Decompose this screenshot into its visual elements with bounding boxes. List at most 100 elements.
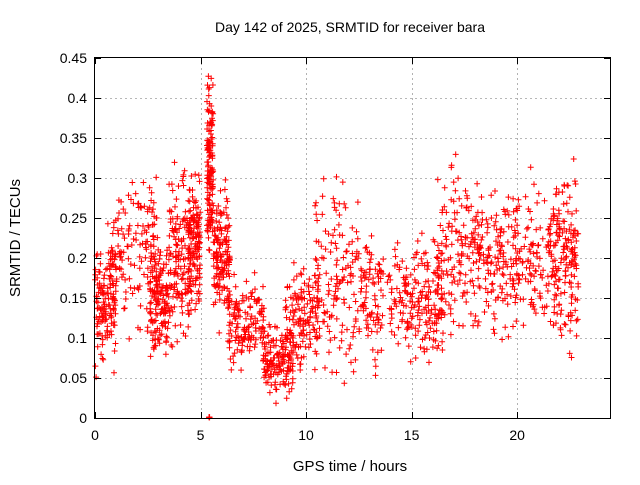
data-point	[566, 194, 573, 201]
data-point	[207, 166, 214, 173]
data-point	[290, 295, 297, 302]
data-point	[149, 293, 156, 299]
data-point	[273, 386, 280, 393]
data-point	[435, 311, 442, 318]
data-point	[472, 236, 479, 243]
data-point	[475, 265, 482, 272]
data-point	[227, 327, 234, 334]
data-point	[180, 330, 187, 337]
data-point	[239, 339, 246, 345]
data-point	[228, 298, 235, 305]
data-point	[306, 336, 313, 343]
data-point	[350, 368, 357, 375]
data-point	[260, 305, 267, 312]
data-point	[574, 297, 581, 303]
data-point	[148, 189, 155, 196]
data-point	[484, 229, 491, 236]
data-point	[176, 248, 182, 255]
data-point	[297, 294, 304, 301]
data-point	[290, 339, 297, 346]
data-point	[456, 229, 463, 236]
data-point	[153, 268, 160, 275]
data-point	[163, 261, 170, 268]
data-point	[213, 218, 220, 225]
data-point	[474, 322, 481, 329]
data-point	[488, 259, 495, 266]
data-point	[149, 221, 156, 228]
data-point	[416, 316, 423, 323]
data-point	[195, 221, 202, 228]
data-point	[446, 290, 452, 296]
data-point	[213, 265, 220, 272]
data-point	[315, 288, 321, 295]
data-point	[98, 319, 105, 325]
data-point	[139, 240, 146, 247]
data-point	[99, 332, 106, 339]
data-point	[391, 296, 398, 303]
data-point	[339, 277, 346, 284]
data-point	[152, 250, 159, 257]
data-point	[357, 288, 364, 295]
data-point	[505, 194, 512, 201]
data-point	[214, 226, 221, 232]
data-point	[149, 233, 156, 240]
data-point	[122, 210, 129, 216]
data-point	[272, 342, 279, 349]
data-point	[556, 220, 562, 227]
data-point	[110, 294, 117, 301]
data-point	[391, 246, 398, 253]
data-point	[211, 281, 218, 288]
data-point	[260, 283, 266, 290]
data-point	[339, 266, 346, 273]
data-point	[488, 281, 495, 288]
data-point	[175, 263, 182, 270]
data-point	[574, 316, 581, 323]
data-point	[238, 367, 245, 374]
data-point	[465, 207, 472, 214]
data-point	[204, 137, 211, 144]
data-point	[515, 272, 522, 279]
data-point	[430, 236, 437, 243]
data-point	[135, 286, 142, 293]
data-point	[493, 226, 500, 233]
data-point	[343, 351, 350, 358]
data-point	[527, 301, 534, 308]
data-point	[159, 296, 166, 303]
data-point	[550, 217, 557, 224]
data-point	[507, 293, 514, 299]
data-point	[226, 273, 233, 280]
data-point	[377, 325, 384, 331]
data-point	[439, 250, 446, 257]
data-point	[109, 261, 116, 268]
data-point	[142, 244, 149, 251]
data-point	[167, 250, 174, 257]
data-point	[350, 273, 356, 279]
x-tick-label: 15	[404, 427, 420, 443]
data-point	[313, 211, 320, 218]
data-point	[147, 305, 154, 312]
data-point	[290, 348, 297, 354]
data-point	[101, 290, 108, 297]
data-point	[135, 324, 141, 331]
y-tick-label: 0.45	[60, 50, 87, 66]
data-point	[105, 249, 112, 256]
data-point	[288, 356, 295, 363]
data-point	[98, 351, 105, 358]
data-point	[217, 257, 224, 264]
data-point	[441, 311, 448, 318]
data-point	[396, 289, 403, 296]
data-point	[472, 313, 479, 319]
data-point	[358, 285, 365, 292]
data-point	[434, 176, 441, 183]
data-point	[94, 305, 101, 312]
data-point	[290, 313, 297, 319]
data-point	[456, 322, 462, 329]
data-point	[548, 251, 555, 258]
data-point	[99, 355, 106, 362]
data-point	[169, 308, 176, 315]
data-point	[173, 290, 180, 297]
data-point	[467, 241, 474, 248]
data-point	[122, 276, 129, 283]
data-point	[531, 181, 537, 188]
data-point	[274, 324, 280, 331]
